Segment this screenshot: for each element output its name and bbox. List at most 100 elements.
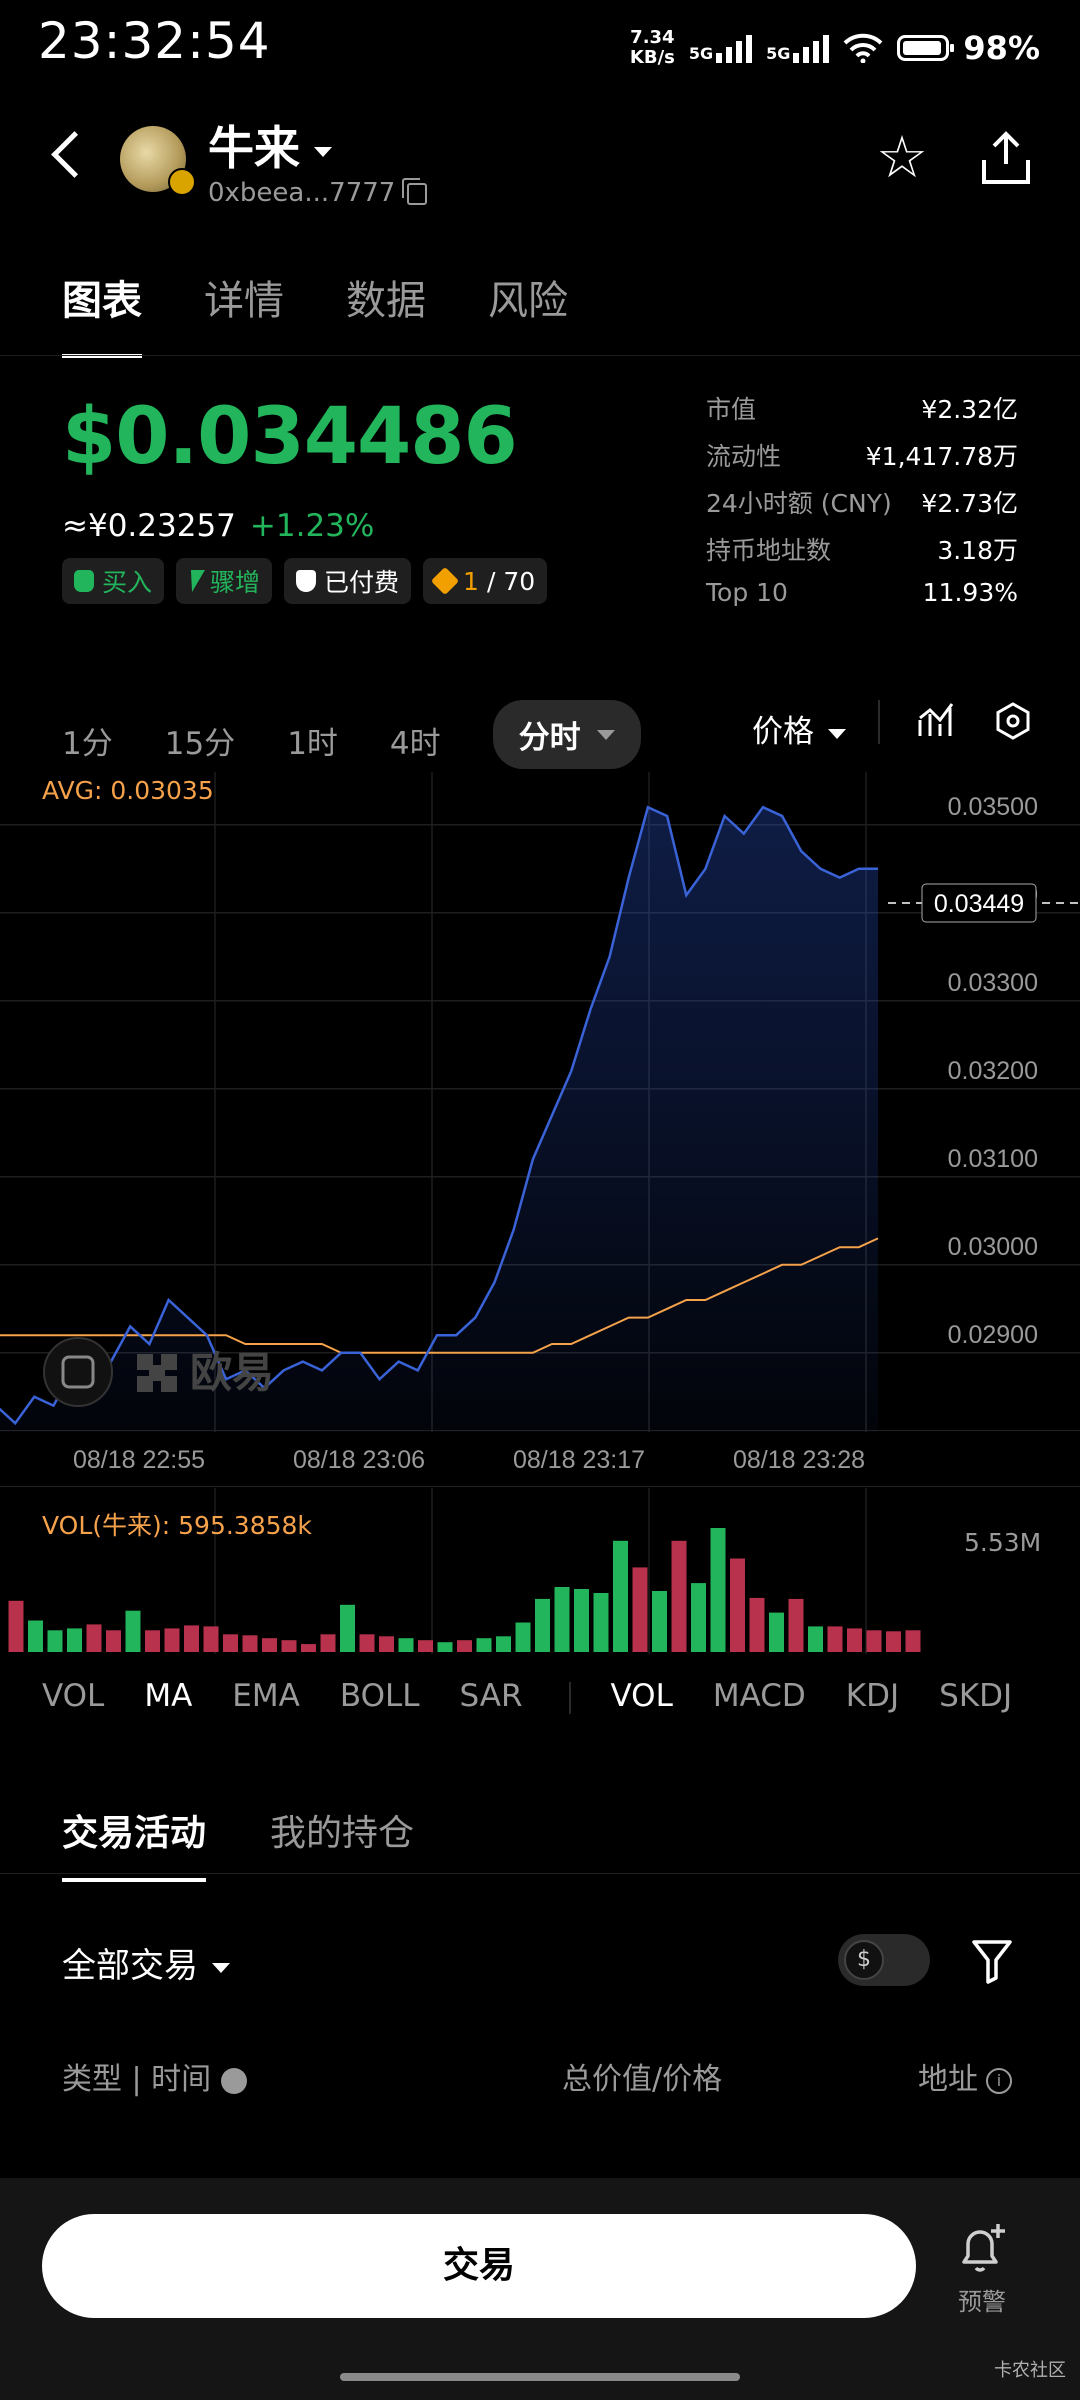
indicator-sub-macd[interactable]: MACD — [712, 1678, 806, 1714]
status-icons: 7.34 KB/s 5G 5G 98% — [630, 28, 1040, 68]
favorite-star-icon[interactable]: ☆ — [876, 123, 928, 191]
volume-bar — [574, 1589, 589, 1652]
token-selector[interactable]: 牛来 — [208, 112, 332, 178]
indicator-main-vol[interactable]: VOL — [42, 1678, 105, 1714]
caret-down-icon — [596, 729, 615, 740]
volume-bar — [418, 1640, 433, 1652]
indicator-main-sar[interactable]: SAR — [459, 1678, 523, 1714]
volume-bar — [476, 1638, 492, 1652]
volume-bar — [749, 1597, 765, 1652]
price-area — [0, 807, 878, 1432]
volume-label: VOL(牛来): 595.3858k — [42, 1511, 312, 1540]
trade-button[interactable]: 交易 — [42, 2214, 916, 2318]
watermark-text: 欧易 — [190, 1348, 274, 1397]
paid-badge[interactable]: 已付费 — [284, 558, 412, 604]
indicator-sub-skdj[interactable]: SKDJ — [939, 1678, 1013, 1714]
divider — [0, 1430, 1080, 1431]
volume-bar — [28, 1620, 43, 1652]
tab-risk[interactable]: 风险 — [488, 278, 568, 324]
stat-value: ¥1,417.78万 — [865, 442, 1018, 471]
trade-filter-dropdown[interactable]: 全部交易 — [62, 1938, 230, 1987]
tab-trade-activity[interactable]: 交易活动 — [62, 1804, 207, 1882]
copy-icon[interactable] — [402, 177, 428, 205]
column-type-time: 类型 | 时间 — [62, 2054, 248, 2098]
avg-label: AVG: 0.03035 — [42, 776, 214, 805]
volume-bar — [242, 1635, 258, 1652]
volume-bar — [457, 1640, 472, 1652]
alert-label: 预警 — [958, 2288, 1006, 2316]
volume-bar — [788, 1598, 804, 1652]
filter-icon[interactable] — [970, 1938, 1014, 1984]
volume-bar — [86, 1624, 102, 1652]
stat-value: ¥2.73亿 — [921, 489, 1018, 518]
main-tabs: 图表 详情 数据 风险 — [62, 268, 568, 358]
stat-label: 市值 — [706, 395, 757, 424]
bolt-icon — [185, 570, 205, 592]
interval-timeshare[interactable]: 分时 — [492, 700, 641, 769]
y-tick-label: 0.03300 — [948, 969, 1038, 997]
volume-bar — [652, 1591, 667, 1652]
rank-badge[interactable]: 1/ 70 — [423, 558, 548, 604]
indicator-icon[interactable] — [916, 700, 956, 740]
money-bag-icon — [74, 570, 94, 592]
tab-my-positions[interactable]: 我的持仓 — [270, 1813, 415, 1854]
volume-bar — [554, 1587, 570, 1652]
interval-1m[interactable]: 1分 — [62, 726, 113, 762]
indicator-main-boll[interactable]: BOLL — [339, 1678, 420, 1714]
indicator-sub-kdj[interactable]: KDJ — [845, 1678, 900, 1714]
interval-15m[interactable]: 15分 — [164, 726, 236, 762]
price-type-selector[interactable]: 价格 — [752, 706, 846, 751]
buy-badge[interactable]: 买入 — [62, 558, 165, 604]
indicator-main-ma[interactable]: MA — [144, 1678, 193, 1714]
volume-bar — [593, 1593, 609, 1652]
back-button[interactable] — [51, 131, 98, 178]
price-usd: $0.034486 — [62, 392, 518, 482]
volume-bar — [262, 1638, 277, 1652]
x-tick-label: 08/18 23:06 — [293, 1446, 425, 1474]
interval-1h[interactable]: 1时 — [287, 726, 338, 762]
signal-icon-2: 5G — [766, 33, 830, 63]
info-icon[interactable]: i — [986, 2067, 1012, 2094]
share-icon[interactable] — [980, 130, 1032, 186]
rank-total: / 70 — [486, 566, 536, 596]
interval-4h[interactable]: 4时 — [389, 726, 441, 762]
tab-data[interactable]: 数据 — [346, 278, 426, 324]
home-indicator[interactable] — [340, 2373, 740, 2381]
price-cny-row: ≈¥0.23257 +1.23% — [62, 508, 374, 544]
alert-button[interactable]: 预警 — [948, 2222, 1016, 2317]
volume-bar — [671, 1540, 687, 1652]
volume-bar — [184, 1625, 199, 1652]
volume-bar — [632, 1567, 648, 1652]
clock-icon[interactable] — [221, 2067, 248, 2094]
volume-bar — [223, 1634, 238, 1652]
volume-bar — [145, 1630, 160, 1652]
y-tick-label: 0.03500 — [948, 793, 1038, 821]
settings-hex-icon[interactable] — [994, 702, 1032, 740]
verified-badge-icon — [168, 168, 196, 196]
tab-details[interactable]: 详情 — [204, 278, 284, 324]
volume-bar — [496, 1636, 511, 1652]
volume-bar — [106, 1630, 121, 1652]
tab-chart[interactable]: 图表 — [62, 268, 142, 358]
indicator-main-ema[interactable]: EMA — [232, 1678, 300, 1714]
fullscreen-icon[interactable] — [43, 1337, 113, 1407]
buy-label: 买入 — [102, 568, 153, 597]
token-address[interactable]: 0xbeea...7777 — [208, 177, 428, 208]
wifi-icon — [844, 33, 883, 63]
interval-bar: 1分 15分 1时 4时 分时 — [62, 700, 641, 769]
avg-line — [0, 1237, 879, 1354]
price-chart[interactable]: 0.035000.034000.033000.032000.031000.030… — [0, 772, 1080, 1432]
volume-bar — [866, 1630, 882, 1652]
y-tick-label: 0.03200 — [948, 1057, 1038, 1085]
shield-icon — [296, 570, 317, 592]
badge-row: 买入 骤增 已付费 1/ 70 — [62, 558, 548, 604]
battery-level: 98% — [963, 29, 1040, 67]
volume-bar — [281, 1640, 297, 1652]
indicator-sub-vol[interactable]: VOL — [610, 1678, 673, 1714]
stat-liquidity: 流动性 ¥1,417.78万 — [706, 437, 1018, 484]
x-tick-label: 08/18 23:28 — [733, 1446, 865, 1474]
rank-icon — [430, 566, 460, 596]
volume-bar — [730, 1558, 745, 1652]
surge-badge[interactable]: 骤增 — [176, 558, 273, 604]
volume-bar — [710, 1528, 726, 1652]
